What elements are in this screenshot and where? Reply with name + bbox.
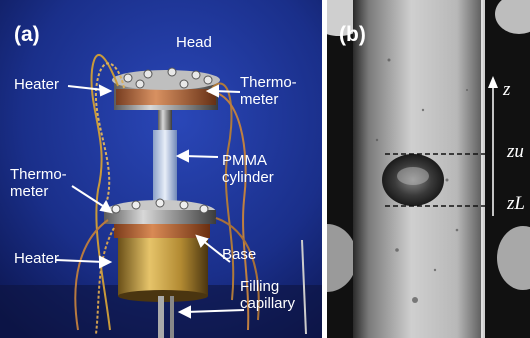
apparatus-photo — [0, 0, 322, 338]
label-heater-top: Heater — [14, 76, 60, 93]
label-pmma-cylinder: PMMA cylinder — [222, 152, 274, 186]
z-upper-label: zu — [507, 141, 524, 162]
base-cylinder — [118, 238, 208, 296]
label-head: Head — [176, 34, 212, 51]
panel-a-label: (a) — [14, 23, 40, 46]
panel-b-label: (b) — [339, 23, 366, 46]
z-axis-label: z — [503, 79, 511, 100]
label-base: Base — [222, 246, 257, 263]
pmma-cylinder — [153, 130, 177, 208]
label-thermometer-bottom: Thermo- meter — [10, 166, 67, 200]
label-filling-capillary: Filling capillary — [240, 278, 296, 312]
z-lower-label: zL — [507, 193, 525, 214]
photo-panel-a: (a) Head Heater Thermo- meter PMMA cylin… — [0, 0, 322, 338]
photo-panel-b: (b) z zu zL — [327, 0, 530, 338]
label-heater-bottom: Heater — [14, 250, 60, 267]
droplet-image — [327, 0, 530, 338]
label-thermometer-top: Thermo- meter — [240, 74, 297, 108]
